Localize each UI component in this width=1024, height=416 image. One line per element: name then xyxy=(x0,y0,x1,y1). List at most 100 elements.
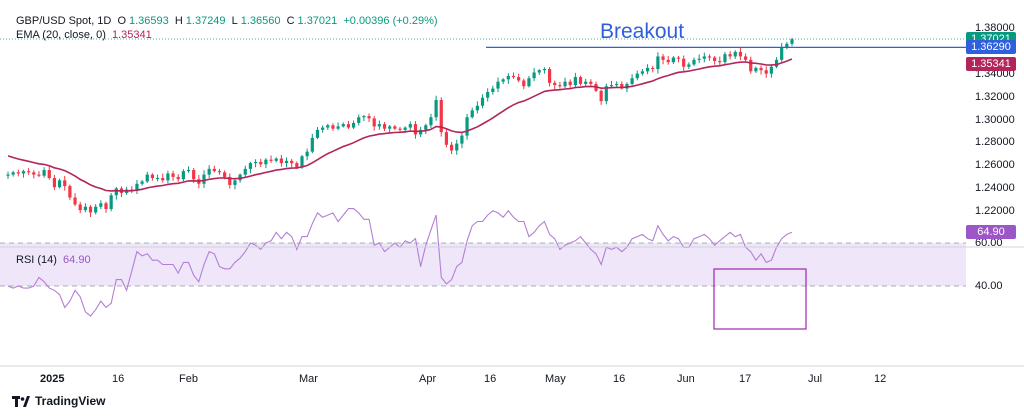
low-value: 1.36560 xyxy=(240,15,281,27)
candle-body-65 xyxy=(341,124,345,127)
high-label: H xyxy=(174,15,183,27)
candle-body-132 xyxy=(687,64,691,67)
candle-body-50 xyxy=(264,159,268,165)
candle-body-14 xyxy=(78,204,82,211)
candle-body-142 xyxy=(738,51,743,57)
candle-body-139 xyxy=(723,54,727,63)
candle-body-150 xyxy=(780,47,784,60)
rsi-tick-0: 60.00 xyxy=(975,237,1003,249)
candle-body-27 xyxy=(145,174,149,182)
price-tick-4: 1.30000 xyxy=(975,113,1015,126)
candle-body-16 xyxy=(88,206,93,213)
low-label: L xyxy=(231,15,238,27)
time-tick-3: Mar xyxy=(299,373,318,385)
ema-value: 1.35341 xyxy=(111,29,152,41)
time-tick-9: 17 xyxy=(739,373,752,385)
price-tick-3: 1.32000 xyxy=(975,90,1015,103)
time-tick-10: Jul xyxy=(808,373,823,385)
candle-body-113 xyxy=(589,81,593,84)
candle-body-73 xyxy=(382,124,387,129)
breakout-annotation[interactable]: Breakout xyxy=(600,20,685,43)
rsi-header: RSI (14) 64.90 xyxy=(16,253,94,267)
candle-body-125 xyxy=(651,67,655,70)
time-tick-8: Jun xyxy=(677,373,695,385)
candle-body-7 xyxy=(42,170,46,176)
rsi-label: RSI (14) xyxy=(16,254,57,266)
candle-body-99 xyxy=(517,77,521,81)
candle-body-93 xyxy=(486,91,490,98)
candle-body-62 xyxy=(326,125,330,128)
candle-body-83 xyxy=(434,100,438,118)
candle-body-77 xyxy=(403,127,407,130)
candle-body-94 xyxy=(491,88,495,92)
candle-body-128 xyxy=(666,59,670,63)
candle-body-60 xyxy=(315,129,320,138)
candle-body-79 xyxy=(413,124,418,135)
time-tick-5: 16 xyxy=(484,373,497,385)
candle-body-146 xyxy=(759,67,763,71)
brand-logo[interactable]: TradingView xyxy=(12,394,105,408)
candle-body-138 xyxy=(718,61,722,63)
candle-body-80 xyxy=(419,129,423,135)
candle-body-28 xyxy=(150,174,155,179)
candle-body-137 xyxy=(713,57,717,62)
candle-body-41 xyxy=(217,171,222,173)
time-tick-4: Apr xyxy=(419,373,437,385)
candle-body-49 xyxy=(259,161,263,165)
candle-body-20 xyxy=(109,195,113,210)
candle-body-111 xyxy=(578,77,583,84)
candle-body-56 xyxy=(295,163,299,168)
candle-body-87 xyxy=(455,143,459,151)
ema-tag: 1.35341 xyxy=(966,57,1016,72)
rsi-highlight-box[interactable] xyxy=(713,268,807,330)
candle-body-126 xyxy=(656,56,660,70)
candle-body-17 xyxy=(94,206,98,213)
open-value: 1.36593 xyxy=(129,15,169,27)
candle-body-82 xyxy=(429,117,433,126)
ema-label: EMA (20, close, 0) xyxy=(16,29,106,41)
candle-body-121 xyxy=(630,78,634,84)
candle-body-118 xyxy=(615,83,619,86)
candle-body-11 xyxy=(63,180,67,187)
candle-body-75 xyxy=(393,126,397,129)
candle-body-149 xyxy=(774,59,779,67)
candle-body-107 xyxy=(558,85,562,87)
price-tick-6: 1.26000 xyxy=(975,159,1015,172)
candle-body-53 xyxy=(279,158,283,164)
candle-body-152 xyxy=(790,39,794,44)
price-tick-8: 1.22000 xyxy=(975,205,1015,218)
candle-body-105 xyxy=(547,69,552,83)
candle-body-4 xyxy=(27,171,31,173)
candle-body-116 xyxy=(604,86,608,102)
candle-body-47 xyxy=(248,163,253,169)
candle-body-2 xyxy=(16,172,20,174)
open-label: O xyxy=(117,15,126,27)
candle-body-100 xyxy=(522,80,526,87)
candle-body-25 xyxy=(135,183,139,191)
candle-body-0 xyxy=(6,174,10,176)
candle-body-10 xyxy=(57,180,62,188)
candle-body-119 xyxy=(620,83,624,89)
candle-body-84 xyxy=(439,100,443,133)
candle-body-131 xyxy=(682,58,686,67)
candle-body-40 xyxy=(212,168,216,172)
candle-body-85 xyxy=(444,132,449,145)
candle-body-21 xyxy=(114,188,118,196)
tradingview-logo-icon xyxy=(12,395,30,407)
candle-body-13 xyxy=(73,197,77,205)
candle-body-8 xyxy=(47,170,51,179)
candle-body-109 xyxy=(568,81,572,86)
candle-body-98 xyxy=(511,75,516,78)
candle-body-42 xyxy=(223,172,227,177)
candle-body-115 xyxy=(599,90,603,102)
candle-body-81 xyxy=(424,125,428,130)
candle-body-15 xyxy=(83,206,87,211)
candle-body-147 xyxy=(764,70,768,74)
rsi-tag: 64.90 xyxy=(966,225,1016,240)
candle-body-136 xyxy=(707,56,712,58)
time-tick-1: 16 xyxy=(112,373,125,385)
candle-body-92 xyxy=(480,97,485,106)
candle-body-35 xyxy=(186,170,191,172)
candle-body-102 xyxy=(532,72,536,79)
candle-body-29 xyxy=(155,178,160,180)
